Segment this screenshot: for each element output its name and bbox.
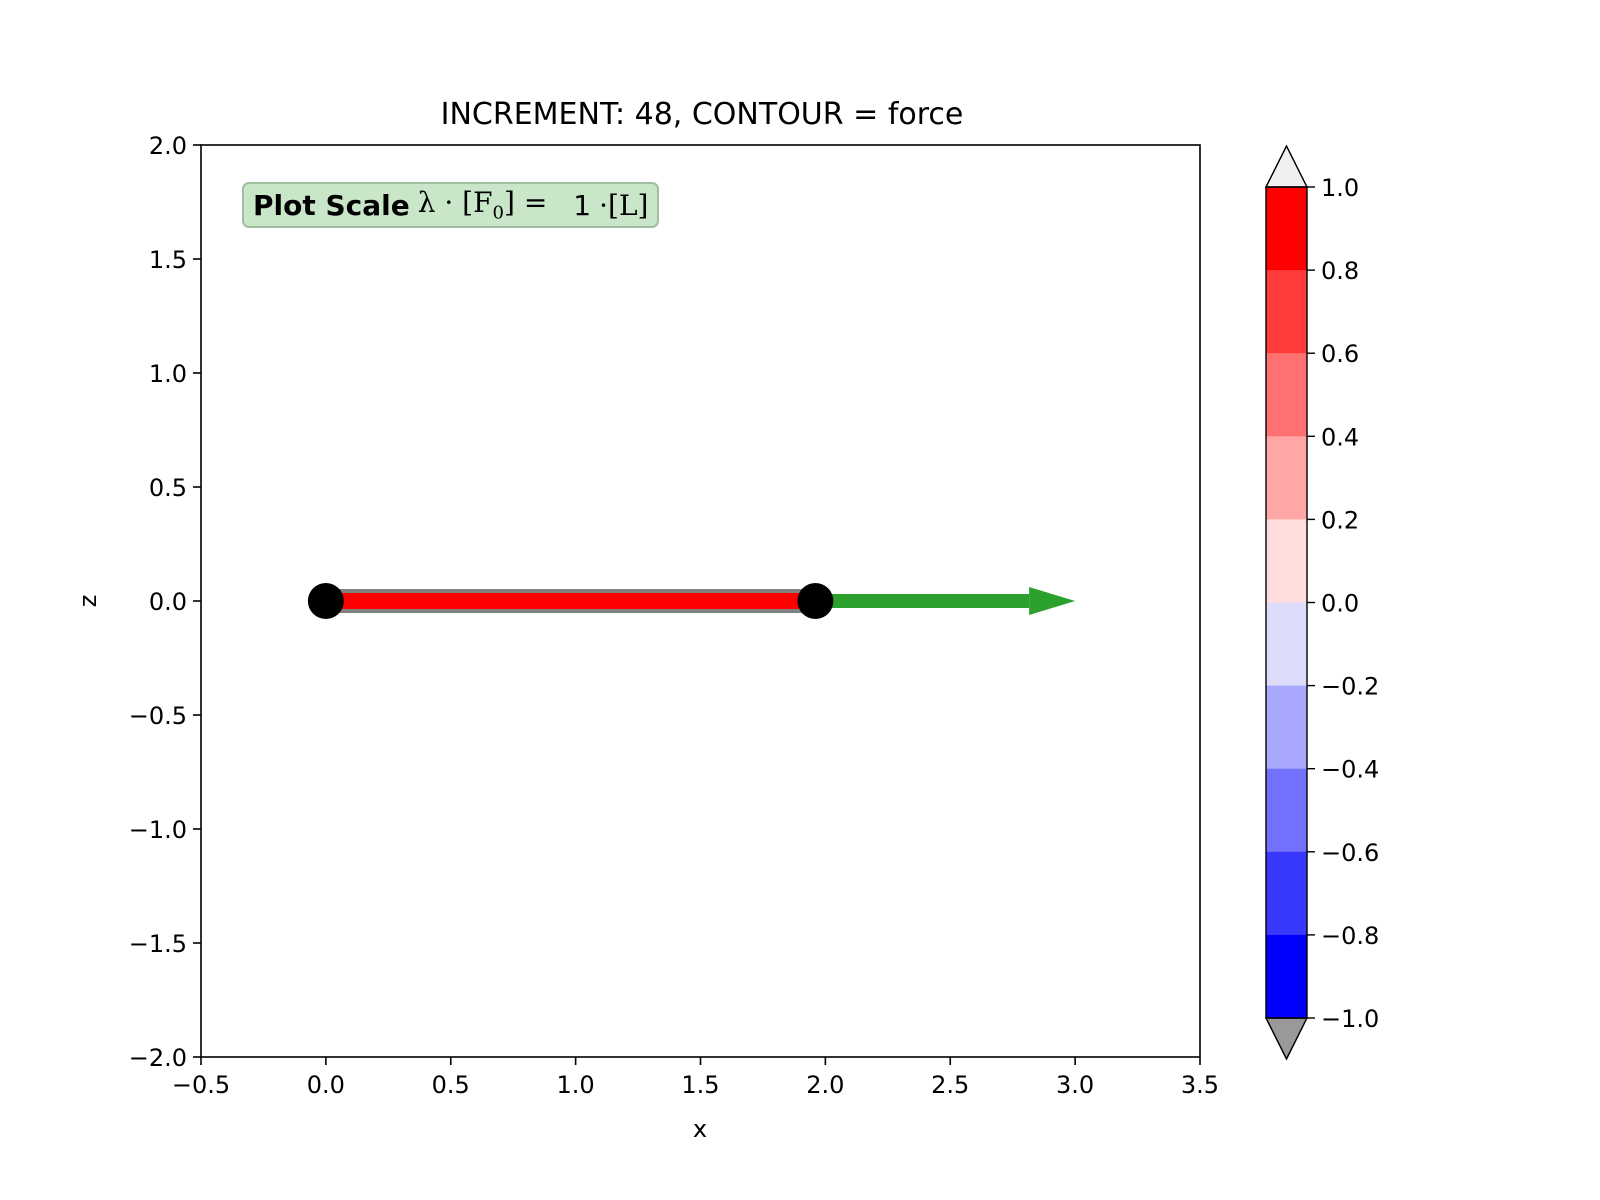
plot-scale-value: 1 (573, 188, 592, 222)
colorbar-tick-label: −1.0 (1321, 1005, 1379, 1033)
plot-scale-annotation: Plot Scale λ · [F0] = 1 ·[L] (242, 182, 660, 228)
colorbar-segment (1266, 353, 1307, 437)
colorbar-tick-label: 0.0 (1321, 590, 1359, 618)
y-tick-label: −1.5 (129, 930, 187, 958)
colorbar-segment (1266, 436, 1307, 520)
y-tick-label: 2.0 (149, 132, 187, 160)
colorbar-extend-min (1264, 1017, 1309, 1061)
colorbar-segment (1266, 602, 1307, 687)
y-axis: −2.0 −1.5 −1.0 −0.5 0.0 0.5 1.0 1.5 2.0 (129, 132, 201, 1072)
colorbar-segment (1266, 851, 1307, 936)
x-axis-label: x (693, 1115, 707, 1143)
y-tick-label: 0.0 (149, 588, 187, 616)
x-tick-label: 3.0 (1056, 1071, 1094, 1099)
plot-area (307, 583, 1076, 619)
x-tick-label: 2.0 (806, 1071, 844, 1099)
x-tick-label: 2.5 (931, 1071, 969, 1099)
y-tick-label: −1.0 (129, 816, 187, 844)
colorbar-tick-label: −0.4 (1321, 756, 1379, 784)
colorbar-tick-label: −0.8 (1321, 922, 1379, 950)
colorbar-tick-label: 0.6 (1321, 340, 1359, 368)
colorbar-tick-label: 0.4 (1321, 423, 1359, 451)
colorbar-segment (1266, 187, 1307, 271)
plot-scale-label: Plot Scale (253, 188, 410, 222)
colorbar-tick-label: −0.2 (1321, 673, 1379, 701)
colorbar-segment (1266, 768, 1307, 853)
x-tick-label: 1.0 (557, 1071, 595, 1099)
y-tick-label: −2.0 (129, 1044, 187, 1072)
y-tick-label: 0.5 (149, 474, 187, 502)
x-tick-label: 0.0 (307, 1071, 345, 1099)
chart-title: INCREMENT: 48, CONTOUR = force (441, 97, 964, 132)
node-2 (797, 583, 834, 619)
plot-scale-formula: λ · [F0] = (417, 186, 548, 224)
x-tick-label: 0.5 (432, 1071, 470, 1099)
colorbar: 1.0 0.8 0.6 0.4 0.2 0.0 −0.2 −0.4 −0.6 −0.8 −1.0 (1264, 144, 1379, 1061)
colorbar-extend-max (1264, 144, 1309, 188)
y-axis-label: z (74, 595, 102, 608)
colorbar-tick-label: 1.0 (1321, 174, 1359, 202)
plot-scale-unit: ·[L] (599, 188, 649, 222)
colorbar-segment (1266, 270, 1307, 354)
colorbar-tick-label: −0.6 (1321, 839, 1379, 867)
node-1 (307, 583, 344, 619)
x-tick-label: 1.5 (681, 1071, 719, 1099)
colorbar-segment (1266, 934, 1307, 1019)
colorbar-segment (1266, 685, 1307, 770)
force-arrow-head (1029, 587, 1076, 615)
y-tick-label: −0.5 (129, 702, 187, 730)
colorbar-segment (1266, 519, 1307, 603)
x-tick-label: 3.5 (1181, 1071, 1219, 1099)
x-tick-label: −0.5 (172, 1071, 230, 1099)
y-tick-label: 1.5 (149, 246, 187, 274)
x-axis: −0.5 0.0 0.5 1.0 1.5 2.0 2.5 3.0 3.5 (172, 1057, 1219, 1099)
y-tick-label: 1.0 (149, 360, 187, 388)
colorbar-tick-label: 0.8 (1321, 257, 1359, 285)
colorbar-tick-label: 0.2 (1321, 506, 1359, 534)
